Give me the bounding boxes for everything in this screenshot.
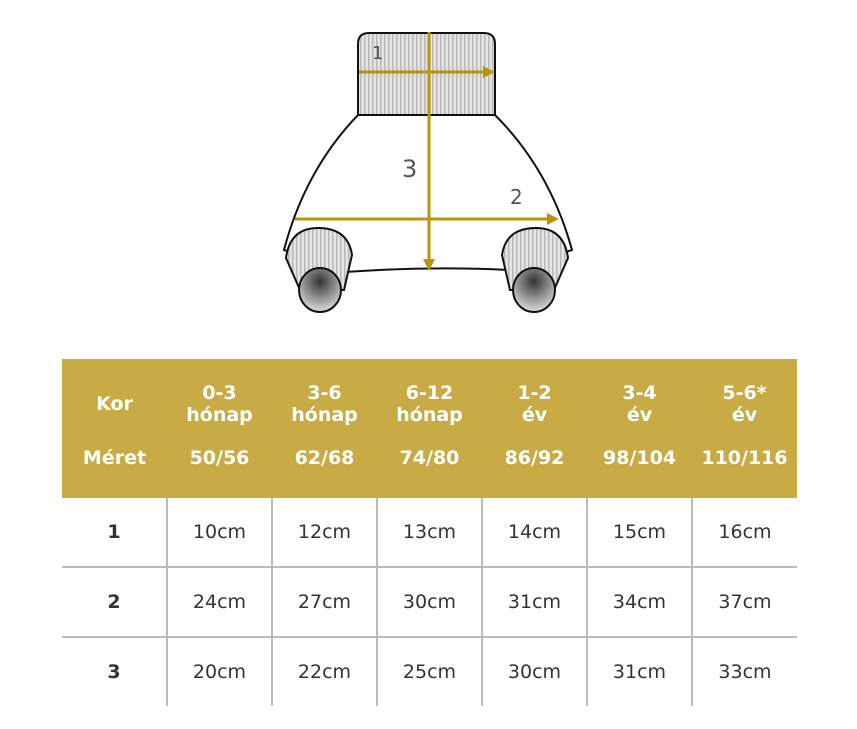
size-table: Kor 0-3 hónap 3-6 hónap 6-12 hónap 1-2 év 3-… — [62, 359, 797, 706]
row-label: 3 — [107, 661, 121, 683]
measurement-cell: 14cm — [481, 498, 587, 568]
table-row: 2 24cm 27cm 30cm 31cm 34cm 37cm — [62, 567, 797, 638]
measurement-cell: 13cm — [376, 498, 482, 568]
measurement-cell: 30cm — [481, 637, 587, 706]
age-cell: 0-3 hónap — [167, 359, 272, 446]
size-cell: 50/56 — [167, 446, 272, 498]
size-cell: 110/116 — [692, 446, 797, 498]
measurement-cell: 34cm — [586, 567, 692, 638]
measurement-cell: 27cm — [271, 567, 377, 638]
measurement-cell: 20cm — [166, 637, 272, 706]
size-cell: 86/92 — [482, 446, 587, 498]
label-1: 1 — [372, 43, 383, 64]
size-cell: 74/80 — [377, 446, 482, 498]
measurement-cell: 31cm — [481, 567, 587, 638]
age-cell: 1-2 év — [482, 359, 587, 446]
measurement-cell: 31cm — [586, 637, 692, 706]
measurement-cell: 33cm — [691, 637, 797, 706]
table-row: 1 10cm 12cm 13cm 14cm 15cm 16cm — [62, 498, 797, 568]
measurement-cell: 25cm — [376, 637, 482, 706]
row-label: 1 — [62, 498, 167, 568]
measurement-cell: 16cm — [691, 498, 797, 568]
size-label: Méret — [62, 446, 167, 498]
age-label: Kor — [62, 359, 167, 446]
table-row: 3 20cm 22cm 25cm 30cm 31cm 33cm — [62, 637, 797, 706]
measurement-cell: 37cm — [691, 567, 797, 638]
label-2: 2 — [510, 185, 523, 209]
measurement-cell: 30cm — [376, 567, 482, 638]
waistband — [357, 32, 496, 116]
size-row: Méret 50/56 62/68 74/80 86/92 98/104 110… — [62, 446, 797, 498]
size-cell: 62/68 — [272, 446, 377, 498]
measurement-cell: 22cm — [271, 637, 377, 706]
measurement-cell: 12cm — [271, 498, 377, 568]
measurement-cell: 15cm — [586, 498, 692, 568]
measurement-cell: 24cm — [166, 567, 272, 638]
age-cell: 3-4 év — [587, 359, 692, 446]
row-label: 2 — [62, 567, 167, 638]
measurement-diagram: 1 2 3 — [282, 32, 574, 313]
age-row: Kor 0-3 hónap 3-6 hónap 6-12 hónap 1-2 év 3-… — [62, 359, 797, 446]
measurement-cell: 10cm — [166, 498, 272, 568]
age-cell: 6-12 hónap — [377, 359, 482, 446]
age-cell: 5-6* év — [692, 359, 797, 446]
label-3: 3 — [402, 155, 417, 183]
size-cell: 98/104 — [587, 446, 692, 498]
age-cell: 3-6 hónap — [272, 359, 377, 446]
